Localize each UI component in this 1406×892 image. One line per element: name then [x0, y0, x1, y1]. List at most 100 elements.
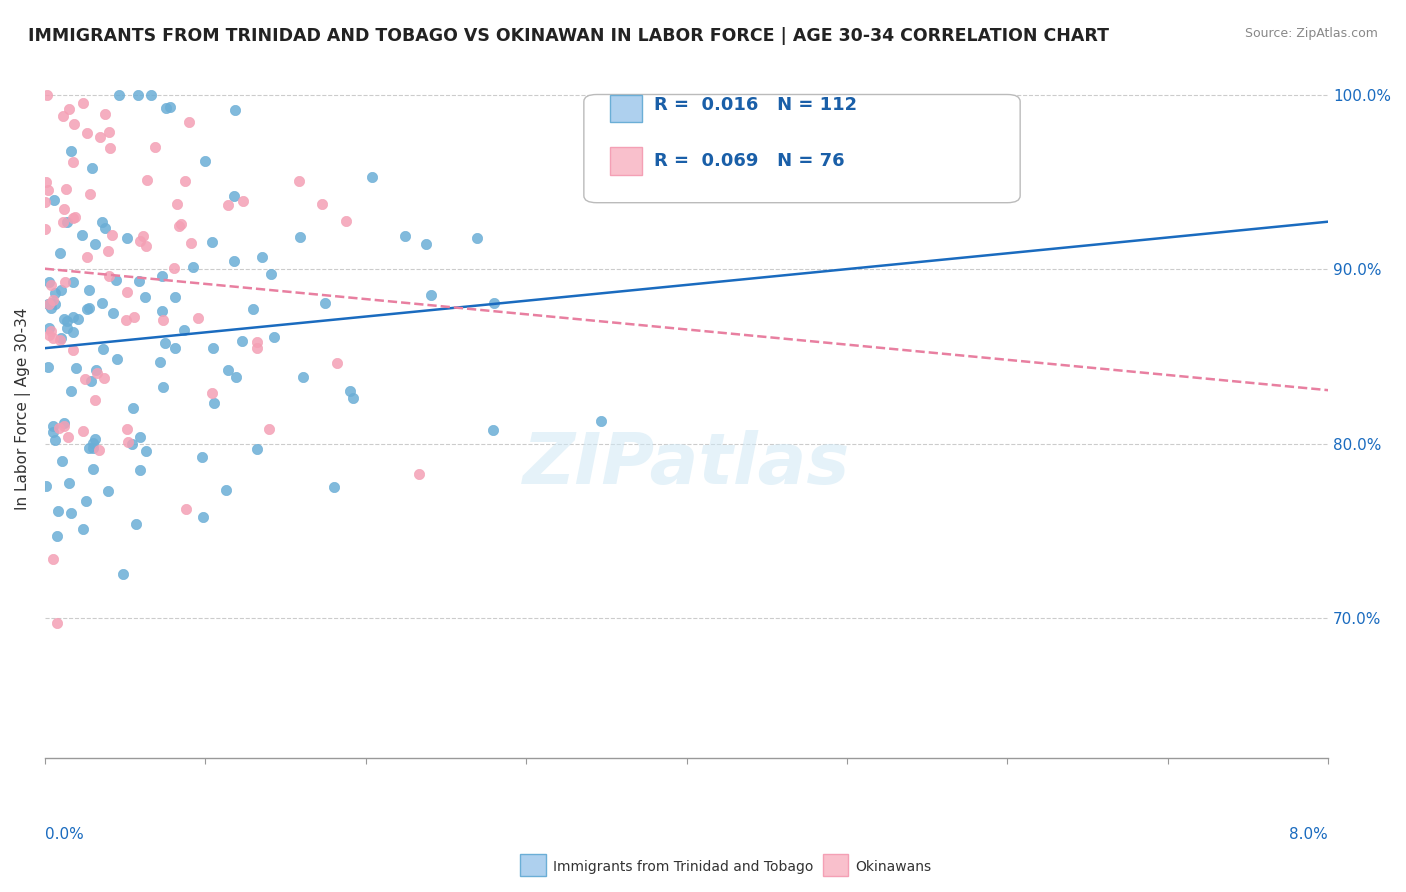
Point [311, 196, 333, 211]
Point [72, 95, 94, 110]
Point [200, 386, 222, 401]
Point [38, 327, 60, 342]
Point [62, 211, 84, 225]
Text: 0.0%: 0.0% [45, 828, 83, 842]
Point [191, 450, 214, 465]
Point [222, 254, 245, 268]
Point [93, 371, 115, 385]
Point [201, 235, 224, 249]
Point [62, 154, 84, 169]
Point [41, 325, 63, 339]
FancyBboxPatch shape [583, 95, 1021, 202]
Point [225, 370, 247, 384]
Point [65, 361, 87, 376]
Point [42, 331, 65, 345]
Point [62, 275, 84, 289]
Text: IMMIGRANTS FROM TRINIDAD AND TOBAGO VS OKINAWAN IN LABOR FORCE | AGE 30-34 CORRE: IMMIGRANTS FROM TRINIDAD AND TOBAGO VS O… [28, 27, 1109, 45]
FancyBboxPatch shape [610, 147, 641, 175]
Point [246, 341, 269, 355]
Point [108, 87, 131, 102]
Point [34, 194, 56, 209]
Point [117, 435, 139, 450]
Point [41, 277, 63, 292]
Point [38, 297, 60, 311]
Point [170, 217, 193, 231]
Point [191, 510, 214, 524]
Point [46, 504, 69, 518]
Point [44, 285, 66, 300]
Point [152, 313, 174, 327]
Point [97, 125, 120, 139]
Point [55, 214, 77, 228]
Point [62, 343, 84, 357]
Point [115, 285, 138, 300]
Point [224, 103, 246, 117]
Point [187, 310, 209, 325]
Point [62, 326, 84, 340]
Point [115, 231, 138, 245]
Point [242, 302, 264, 317]
Point [77, 283, 100, 297]
Point [128, 235, 150, 249]
Point [288, 229, 311, 244]
Point [51, 454, 73, 468]
Point [77, 301, 100, 316]
Point [60, 144, 83, 158]
Point [288, 174, 311, 188]
Point [37, 87, 59, 102]
Point [135, 173, 157, 187]
Point [420, 288, 443, 302]
Point [98, 268, 121, 283]
Point [246, 442, 269, 456]
Point [166, 196, 188, 211]
Point [202, 396, 225, 410]
Point [231, 334, 253, 348]
FancyBboxPatch shape [610, 95, 641, 122]
Point [128, 274, 150, 288]
Point [173, 323, 195, 337]
Point [45, 529, 67, 543]
Point [90, 215, 112, 229]
Point [260, 267, 283, 281]
Point [591, 414, 613, 428]
Text: Okinawans: Okinawans [855, 860, 931, 874]
Point [217, 363, 239, 377]
Point [165, 290, 187, 304]
Point [62, 310, 84, 325]
Point [121, 401, 143, 416]
Point [232, 194, 254, 209]
Point [98, 141, 121, 155]
Point [42, 293, 65, 307]
Point [135, 444, 157, 458]
Point [180, 236, 202, 251]
Point [55, 321, 77, 335]
Point [41, 418, 63, 433]
Point [150, 268, 173, 283]
Point [82, 442, 104, 456]
Point [181, 260, 204, 274]
Point [263, 330, 285, 344]
Point [48, 333, 70, 347]
Point [215, 483, 238, 498]
Text: Source: ZipAtlas.com: Source: ZipAtlas.com [1244, 27, 1378, 40]
Text: R =  0.069   N = 76: R = 0.069 N = 76 [654, 152, 845, 169]
Point [76, 302, 98, 317]
Point [408, 467, 430, 481]
Point [115, 422, 138, 436]
Point [67, 311, 90, 326]
Point [259, 422, 281, 436]
Point [482, 424, 505, 438]
Point [314, 296, 336, 310]
Point [342, 391, 364, 405]
Point [246, 334, 269, 349]
Point [34, 221, 56, 235]
Point [42, 425, 65, 439]
Point [163, 260, 186, 275]
Point [127, 87, 149, 102]
Point [37, 183, 59, 197]
Point [84, 393, 107, 408]
Point [155, 101, 177, 115]
Point [86, 366, 108, 380]
Point [94, 220, 117, 235]
Point [150, 304, 173, 318]
